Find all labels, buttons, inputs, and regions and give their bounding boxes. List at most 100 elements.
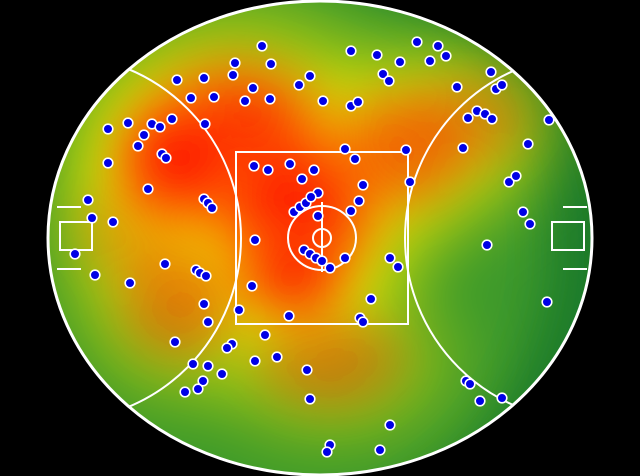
event-point[interactable]	[411, 36, 423, 48]
event-point[interactable]	[305, 191, 317, 203]
event-point[interactable]	[339, 252, 351, 264]
event-point[interactable]	[485, 66, 497, 78]
event-point[interactable]	[432, 40, 444, 52]
event-point[interactable]	[202, 360, 214, 372]
event-point[interactable]	[543, 114, 555, 126]
event-point[interactable]	[169, 336, 181, 348]
event-point[interactable]	[264, 93, 276, 105]
event-point[interactable]	[394, 56, 406, 68]
event-point[interactable]	[159, 258, 171, 270]
event-point[interactable]	[192, 383, 204, 395]
event-point[interactable]	[301, 364, 313, 376]
event-point[interactable]	[357, 179, 369, 191]
event-point[interactable]	[481, 239, 493, 251]
event-point[interactable]	[541, 296, 553, 308]
event-point[interactable]	[107, 216, 119, 228]
event-point[interactable]	[227, 69, 239, 81]
event-point[interactable]	[142, 183, 154, 195]
event-point[interactable]	[316, 255, 328, 267]
event-point[interactable]	[239, 95, 251, 107]
event-point[interactable]	[321, 446, 333, 458]
event-point[interactable]	[510, 170, 522, 182]
event-point[interactable]	[187, 358, 199, 370]
event-point[interactable]	[265, 58, 277, 70]
event-point[interactable]	[464, 378, 476, 390]
event-point[interactable]	[345, 45, 357, 57]
event-point[interactable]	[206, 202, 218, 214]
event-point[interactable]	[160, 152, 172, 164]
event-point[interactable]	[496, 79, 508, 91]
event-point[interactable]	[365, 293, 377, 305]
event-point[interactable]	[233, 304, 245, 316]
event-point[interactable]	[522, 138, 534, 150]
event-point[interactable]	[352, 96, 364, 108]
event-point[interactable]	[524, 218, 536, 230]
event-point[interactable]	[400, 144, 412, 156]
event-point[interactable]	[256, 40, 268, 52]
event-point[interactable]	[383, 75, 395, 87]
event-point[interactable]	[69, 248, 81, 260]
event-point[interactable]	[312, 210, 324, 222]
event-point[interactable]	[102, 123, 114, 135]
event-point[interactable]	[102, 157, 114, 169]
event-point[interactable]	[198, 298, 210, 310]
event-point[interactable]	[324, 262, 336, 274]
event-point[interactable]	[124, 277, 136, 289]
event-point[interactable]	[171, 74, 183, 86]
event-point[interactable]	[345, 205, 357, 217]
event-point[interactable]	[199, 118, 211, 130]
event-point[interactable]	[284, 158, 296, 170]
event-point[interactable]	[283, 310, 295, 322]
event-point[interactable]	[486, 113, 498, 125]
event-point[interactable]	[474, 395, 486, 407]
event-point[interactable]	[304, 70, 316, 82]
event-point[interactable]	[384, 252, 396, 264]
event-point[interactable]	[249, 234, 261, 246]
event-point[interactable]	[202, 316, 214, 328]
event-point[interactable]	[208, 91, 220, 103]
event-point[interactable]	[86, 212, 98, 224]
event-point[interactable]	[249, 355, 261, 367]
event-point[interactable]	[349, 153, 361, 165]
event-point[interactable]	[496, 392, 508, 404]
event-point[interactable]	[185, 92, 197, 104]
event-point[interactable]	[374, 444, 386, 456]
event-point[interactable]	[304, 393, 316, 405]
event-point[interactable]	[200, 270, 212, 282]
event-point[interactable]	[166, 113, 178, 125]
event-point[interactable]	[122, 117, 134, 129]
event-point[interactable]	[371, 49, 383, 61]
event-point[interactable]	[308, 164, 320, 176]
event-point[interactable]	[271, 351, 283, 363]
event-point[interactable]	[392, 261, 404, 273]
event-point[interactable]	[293, 79, 305, 91]
event-point[interactable]	[404, 176, 416, 188]
event-point[interactable]	[138, 129, 150, 141]
event-point[interactable]	[462, 112, 474, 124]
event-point[interactable]	[317, 95, 329, 107]
event-point[interactable]	[457, 142, 469, 154]
event-point[interactable]	[451, 81, 463, 93]
event-point[interactable]	[440, 50, 452, 62]
event-point[interactable]	[339, 143, 351, 155]
event-point[interactable]	[179, 386, 191, 398]
event-point[interactable]	[197, 375, 209, 387]
event-point[interactable]	[132, 140, 144, 152]
event-point[interactable]	[221, 342, 233, 354]
event-point[interactable]	[259, 329, 271, 341]
event-point[interactable]	[216, 368, 228, 380]
event-point[interactable]	[424, 55, 436, 67]
event-point[interactable]	[198, 72, 210, 84]
event-point[interactable]	[246, 280, 258, 292]
event-point[interactable]	[82, 194, 94, 206]
event-point[interactable]	[248, 160, 260, 172]
event-point[interactable]	[262, 164, 274, 176]
event-point[interactable]	[296, 173, 308, 185]
event-point[interactable]	[154, 121, 166, 133]
event-point[interactable]	[229, 57, 241, 69]
event-point[interactable]	[377, 68, 389, 80]
event-point[interactable]	[357, 316, 369, 328]
event-point[interactable]	[517, 206, 529, 218]
event-point[interactable]	[384, 419, 396, 431]
event-point[interactable]	[247, 82, 259, 94]
